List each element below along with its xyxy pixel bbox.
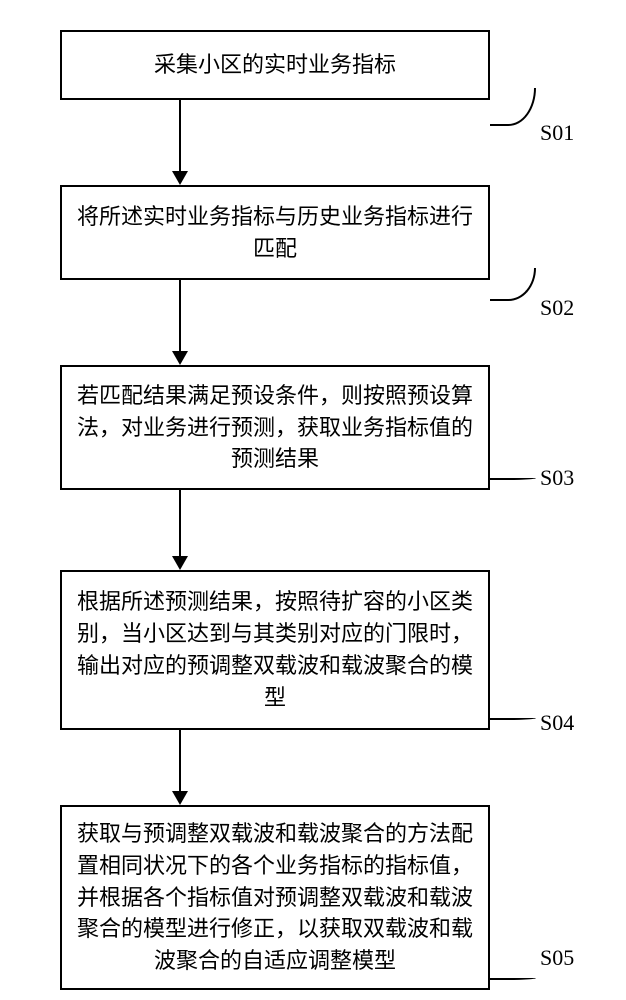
label-connector — [490, 478, 536, 480]
step-label-s01: S01 — [540, 120, 574, 146]
flow-arrow-head — [172, 791, 188, 805]
flow-node-n2: 将所述实时业务指标与历史业务指标进行匹配 — [60, 185, 490, 280]
flow-arrow-line — [179, 280, 181, 353]
flow-arrow-head — [172, 351, 188, 365]
flow-arrow-line — [179, 730, 181, 793]
flow-node-text: 根据所述预测结果，按照待扩容的小区类别，当小区达到与其类别对应的门限时，输出对应… — [76, 586, 474, 714]
flow-arrow-line — [179, 490, 181, 558]
flow-arrow-line — [179, 100, 181, 173]
flow-node-text: 将所述实时业务指标与历史业务指标进行匹配 — [76, 201, 474, 265]
step-label-s03: S03 — [540, 465, 574, 491]
label-connector — [490, 718, 536, 720]
label-connector — [490, 88, 536, 126]
step-label-s05: S05 — [540, 945, 574, 971]
flow-node-n5: 获取与预调整双载波和载波聚合的方法配置相同状况下的各个业务指标的指标值，并根据各… — [60, 805, 490, 990]
flow-node-n1: 采集小区的实时业务指标 — [60, 30, 490, 100]
label-connector — [490, 978, 536, 980]
flow-node-text: 获取与预调整双载波和载波聚合的方法配置相同状况下的各个业务指标的指标值，并根据各… — [76, 818, 474, 977]
flow-arrow-head — [172, 556, 188, 570]
label-connector — [490, 268, 536, 301]
step-label-s04: S04 — [540, 710, 574, 736]
flow-node-n4: 根据所述预测结果，按照待扩容的小区类别，当小区达到与其类别对应的门限时，输出对应… — [60, 570, 490, 730]
step-label-s02: S02 — [540, 295, 574, 321]
flow-arrow-head — [172, 171, 188, 185]
flowchart-canvas: 采集小区的实时业务指标 S01 将所述实时业务指标与历史业务指标进行匹配 S02 若匹配… — [0, 0, 626, 1000]
flow-node-text: 若匹配结果满足预设条件，则按照预设算法，对业务进行预测，获取业务指标值的预测结果 — [76, 380, 474, 476]
flow-node-n3: 若匹配结果满足预设条件，则按照预设算法，对业务进行预测，获取业务指标值的预测结果 — [60, 365, 490, 490]
flow-node-text: 采集小区的实时业务指标 — [154, 49, 396, 81]
